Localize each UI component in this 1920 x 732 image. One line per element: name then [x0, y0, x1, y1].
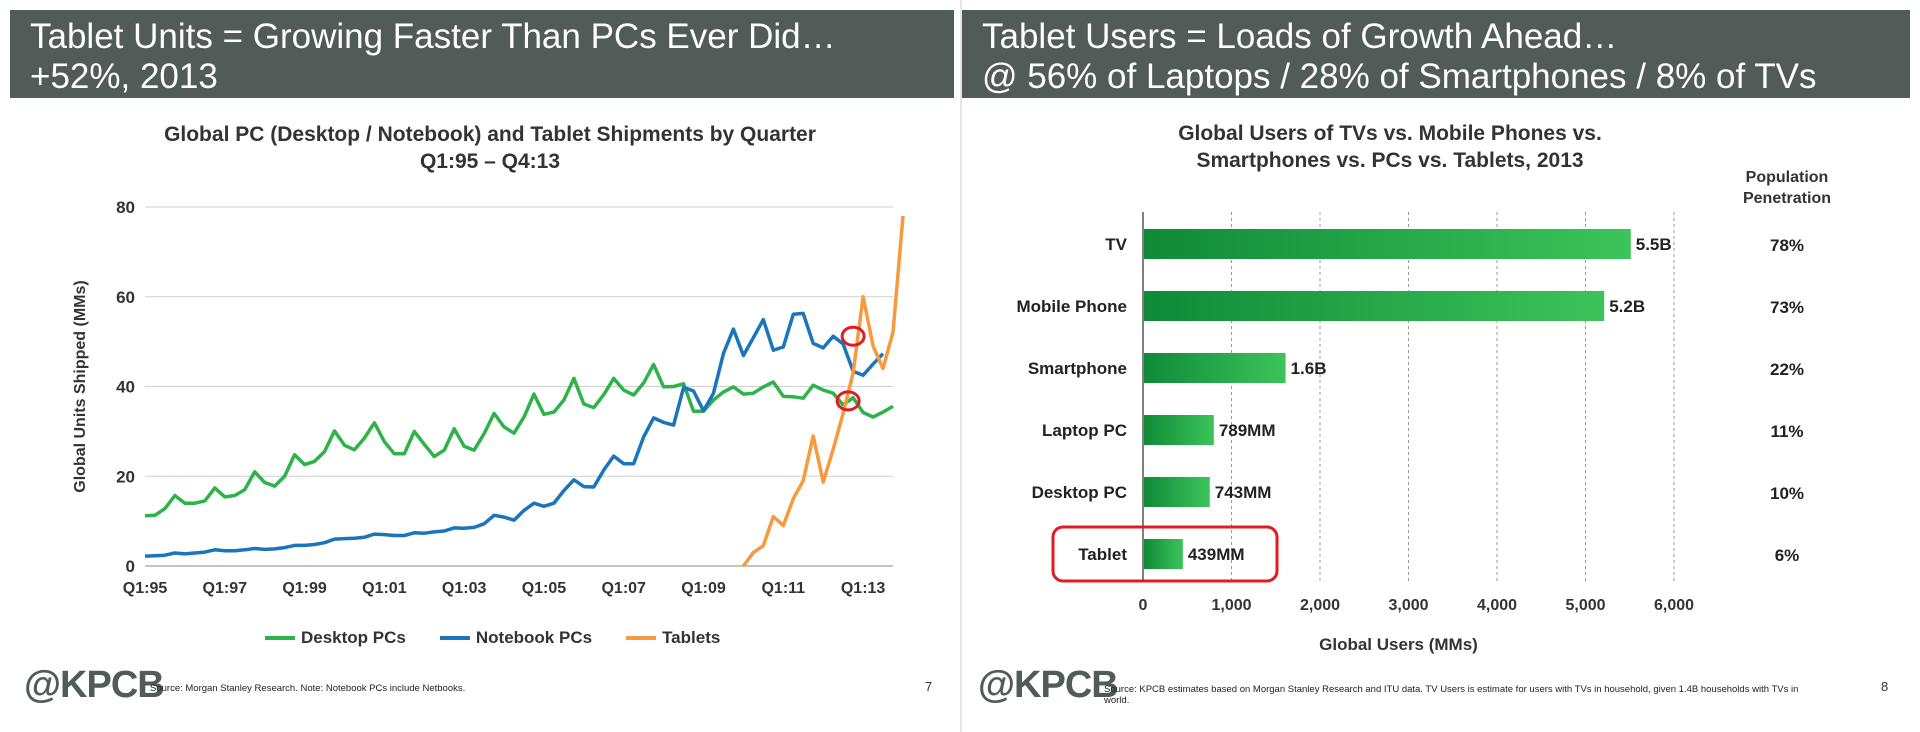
x-tick-label: Q1:05	[522, 580, 567, 597]
y-tick-label: 40	[116, 378, 135, 397]
legend-item-desktop: Desktop PCs	[265, 628, 406, 648]
x-tick-label: 3,000	[1388, 597, 1428, 614]
legend-item-tablets: Tablets	[626, 628, 720, 648]
bar-value-label: 5.2B	[1609, 297, 1645, 316]
x-tick-label: Q1:13	[841, 580, 886, 597]
x-tick-label: Q1:07	[601, 580, 646, 597]
x-tick-label: 2,000	[1300, 597, 1340, 614]
category-label: Mobile Phone	[1017, 297, 1128, 316]
x-tick-label: 0	[1139, 597, 1148, 614]
y-axis-label: Global Units Shipped (MMs)	[72, 280, 89, 492]
bar	[1144, 229, 1631, 259]
x-tick-label: 6,000	[1654, 597, 1694, 614]
crossover-circle-notebook	[840, 325, 866, 347]
legend-label-tablets: Tablets	[662, 628, 721, 647]
left-banner-title: Tablet Units = Growing Faster Than PCs E…	[30, 17, 836, 56]
penetration-value: 6%	[1775, 546, 1800, 565]
bar	[1144, 539, 1183, 569]
right-banner-title: Tablet Users = Loads of Growth Ahead…	[982, 17, 1618, 56]
category-label: Tablet	[1078, 545, 1127, 564]
right-page-number: 8	[1881, 679, 1889, 694]
y-tick-label: 20	[116, 467, 135, 486]
category-label: Laptop PC	[1042, 421, 1127, 440]
bar-value-label: 5.5B	[1636, 235, 1672, 254]
line-chart-legend: Desktop PCs Notebook PCs Tablets	[265, 628, 720, 648]
penetration-value: 73%	[1770, 298, 1804, 317]
penetration-value: 22%	[1770, 360, 1804, 379]
x-tick-label: Q1:97	[203, 580, 248, 597]
legend-swatch-tablets	[626, 636, 657, 640]
left-page-number: 7	[925, 679, 933, 694]
x-axis-label: Global Users (MMs)	[1319, 635, 1478, 654]
x-tick-label: Q1:99	[282, 580, 327, 597]
bar-chart-title: Global Users of TVs vs. Mobile Phones vs…	[1178, 122, 1602, 172]
bar-value-label: 789MM	[1219, 421, 1276, 440]
left-slide: Tablet Units = Growing Faster Than PCs E…	[10, 0, 962, 732]
right-source-note: Source: KPCB estimates based on Morgan S…	[1104, 684, 1799, 706]
y-tick-label: 60	[116, 288, 135, 307]
right-slide: Tablet Users = Loads of Growth Ahead… @ …	[962, 0, 1920, 732]
series-line-desktop-pcs	[144, 362, 894, 518]
x-tick-label: 4,000	[1477, 597, 1517, 614]
bar	[1144, 415, 1214, 445]
x-tick-label: Q1:03	[442, 580, 487, 597]
bar	[1144, 353, 1286, 383]
left-banner-subtitle: +52%, 2013	[30, 57, 218, 96]
right-banner: Tablet Users = Loads of Growth Ahead… @ …	[962, 10, 1910, 98]
legend-swatch-desktop	[265, 636, 295, 640]
y-tick-label: 0	[126, 557, 135, 576]
x-tick-label: 1,000	[1211, 597, 1251, 614]
x-tick-label: 5,000	[1565, 597, 1605, 614]
tablet-highlight-box	[1051, 525, 1279, 583]
bar-value-label: 439MM	[1188, 545, 1245, 564]
bar	[1144, 291, 1605, 321]
line-chart: 0 20 40 60 80 Q1:95 Q1:97 Q1:99 Q1:01 Q1:03 Q1:05 Q…	[72, 198, 905, 597]
x-tick-label: Q1:01	[362, 580, 407, 597]
right-banner-subtitle: @ 56% of Laptops / 28% of Smartphones / …	[982, 57, 1817, 96]
bar-chart: 0 1,000 2,000 3,000 4,000 5,000 6,000 Global Us…	[1017, 212, 1804, 654]
bar	[1144, 477, 1210, 507]
penetration-value: 10%	[1770, 484, 1804, 503]
y-tick-label: 80	[116, 198, 135, 217]
legend-swatch-notebook	[439, 636, 470, 640]
line-chart-subtitle: Q1:95 – Q4:13	[419, 150, 561, 173]
penetration-header: Population Penetration	[1742, 169, 1831, 207]
penetration-value: 11%	[1770, 422, 1803, 441]
left-source-note: Source: Morgan Stanley Research. Note: N…	[150, 683, 466, 694]
crossover-circle-desktop	[835, 390, 861, 412]
bar-value-label: 743MM	[1215, 483, 1272, 502]
legend-label-desktop: Desktop PCs	[301, 628, 406, 647]
bar-value-label: 1.6B	[1291, 359, 1327, 378]
right-kpcb-logo: @KPCB	[978, 664, 1119, 706]
category-label: TV	[1105, 235, 1127, 254]
series-line-tablets	[741, 215, 905, 568]
x-tick-label: Q1:95	[123, 580, 168, 597]
left-kpcb-logo: @KPCB	[24, 664, 165, 706]
category-label: Smartphone	[1028, 359, 1127, 378]
series-line-notebook-pcs	[144, 311, 885, 558]
left-banner: Tablet Units = Growing Faster Than PCs E…	[10, 10, 954, 98]
legend-label-notebook: Notebook PCs	[475, 628, 593, 647]
line-chart-title-text: Global PC (Desktop / Notebook) and Table…	[164, 123, 816, 146]
penetration-value: 78%	[1770, 236, 1804, 255]
x-tick-label: Q1:11	[761, 580, 805, 597]
category-label: Desktop PC	[1032, 483, 1127, 502]
line-chart-title: Global PC (Desktop / Notebook) and Table…	[40, 121, 940, 175]
legend-item-notebook: Notebook PCs	[439, 628, 593, 648]
x-tick-label: Q1:09	[681, 580, 726, 597]
